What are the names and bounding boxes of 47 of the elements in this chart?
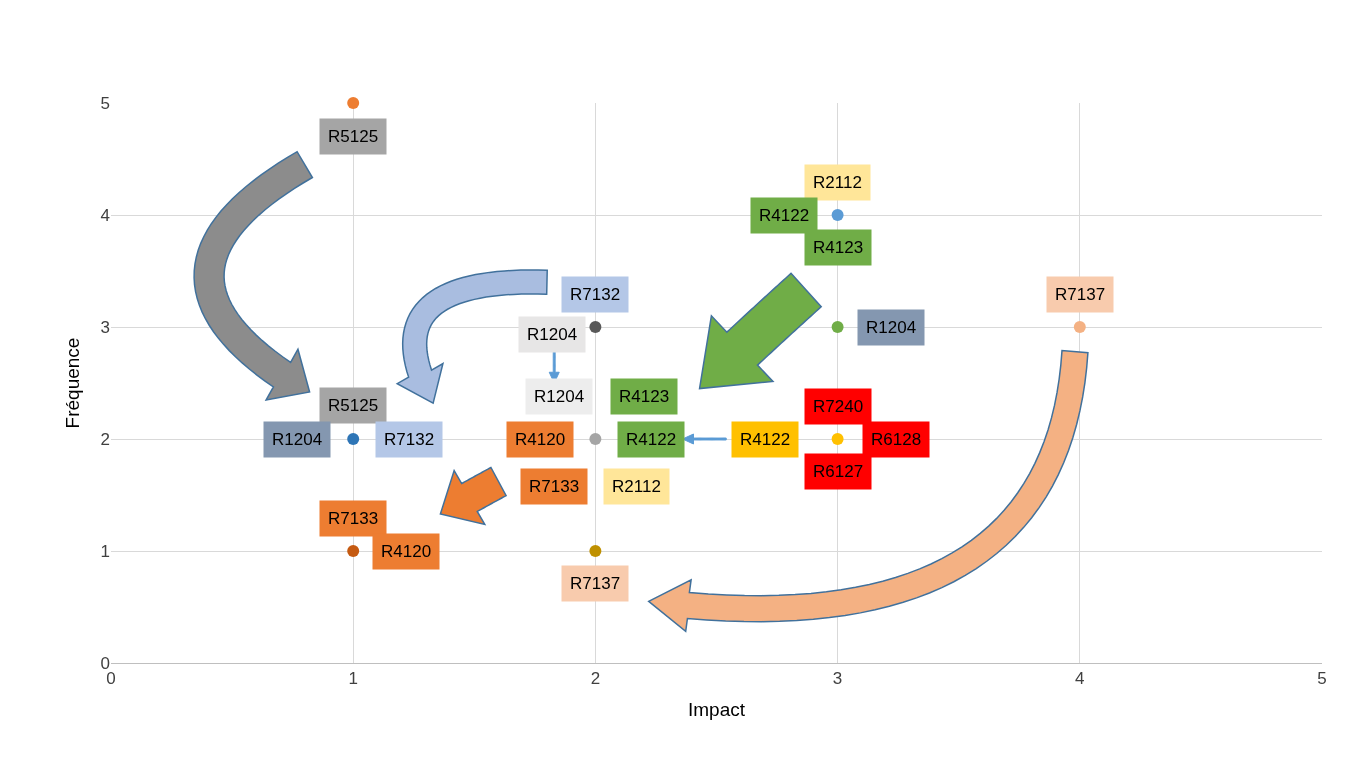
annotation: R7137	[570, 574, 621, 593]
point	[589, 433, 602, 445]
annotation: R7133	[529, 477, 580, 496]
y-tick-label: 0	[100, 653, 110, 673]
point	[831, 433, 844, 445]
annotation: R1204	[527, 325, 578, 344]
y-tick-label: 5	[100, 93, 110, 113]
annotation: R7132	[570, 285, 621, 304]
annotation: R7240	[813, 397, 864, 416]
point	[831, 209, 844, 221]
x-tick-label: 3	[832, 669, 843, 689]
annotation: R4120	[515, 430, 566, 449]
point	[831, 321, 844, 333]
point	[589, 321, 602, 333]
point	[347, 97, 360, 109]
annotation: R4120	[381, 542, 432, 561]
y-tick-label: 4	[100, 205, 110, 225]
annotation: R1204	[272, 430, 323, 449]
y-tick-label: 3	[100, 317, 110, 337]
annotation: R2112	[612, 477, 661, 496]
y-tick-label: 1	[100, 541, 110, 561]
annotation: R5125	[328, 127, 379, 146]
annotation: R4122	[759, 206, 810, 225]
annotation: R1204	[534, 387, 585, 406]
annotation: R6127	[813, 462, 864, 481]
annotation: R6128	[871, 430, 922, 449]
y-tick-label: 2	[100, 429, 110, 449]
x-tick-label: 1	[348, 669, 358, 689]
annotation: R7133	[328, 509, 379, 528]
y-axis-title: Fréquence	[62, 337, 84, 429]
annotation: R7137	[1055, 285, 1106, 304]
annotation: R4122	[740, 430, 791, 449]
x-tick-label: 4	[1075, 669, 1085, 689]
annotation: R1204	[866, 318, 917, 337]
annotation: R5125	[328, 396, 379, 415]
x-tick-label: 2	[590, 669, 601, 689]
x-axis-title: Impact	[687, 699, 746, 721]
point	[1073, 321, 1086, 333]
annotation: R7132	[384, 430, 435, 449]
annotation: R2112	[813, 173, 862, 192]
point	[347, 545, 360, 557]
annotation: R4123	[619, 387, 670, 406]
x-tick-label: 5	[1317, 669, 1327, 689]
annotation: R4122	[626, 430, 677, 449]
point	[347, 433, 360, 445]
annotation: R4123	[813, 238, 864, 257]
point	[589, 545, 602, 557]
